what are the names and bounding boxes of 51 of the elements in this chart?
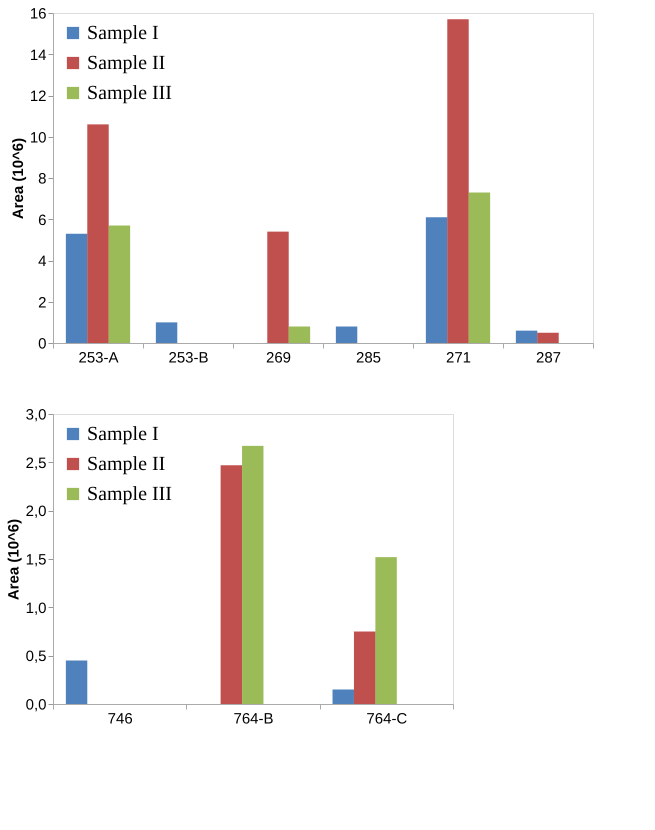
bar xyxy=(87,124,109,343)
x-tick-label: 746 xyxy=(108,710,133,728)
y-tick-label: 0,0 xyxy=(26,696,46,714)
y-tick-label: 8 xyxy=(38,170,46,188)
x-tick-label: 253-B xyxy=(168,350,209,366)
y-tick-label: 4 xyxy=(38,253,46,270)
bar xyxy=(242,446,264,704)
y-tick-label: 10 xyxy=(30,129,46,146)
x-tick-label: 269 xyxy=(266,350,292,366)
y-tick-label: 2,0 xyxy=(26,503,46,520)
bar xyxy=(375,557,397,704)
y-axis-title: Area (10^6) xyxy=(6,518,23,600)
bar xyxy=(108,225,130,343)
bar xyxy=(66,234,88,343)
x-tick-label: 764-B xyxy=(233,710,274,728)
bar xyxy=(220,465,242,704)
y-tick-label: 2 xyxy=(38,294,46,312)
legend-label: Sample I xyxy=(87,423,159,445)
x-tick-label: 287 xyxy=(536,350,562,366)
bar xyxy=(267,232,289,343)
y-tick-label: 6 xyxy=(38,212,46,229)
bar xyxy=(66,660,88,704)
bar xyxy=(516,330,538,343)
x-tick-label: 764-C xyxy=(366,710,408,728)
y-tick-label: 3,0 xyxy=(26,406,46,424)
bar xyxy=(537,332,559,343)
y-tick-label: 1,5 xyxy=(26,552,46,568)
x-tick-label: 271 xyxy=(446,350,472,366)
y-tick-label: 2,5 xyxy=(26,454,46,472)
y-tick-label: 14 xyxy=(30,46,46,64)
bar xyxy=(426,217,448,343)
x-tick-label: 285 xyxy=(356,350,382,366)
y-tick-label: 12 xyxy=(30,88,46,105)
bar xyxy=(468,192,490,343)
y-tick-label: 16 xyxy=(30,6,46,22)
bar xyxy=(354,632,376,704)
y-tick-label: 1,0 xyxy=(26,600,46,617)
bar xyxy=(447,19,469,343)
y-tick-label: 0 xyxy=(38,336,46,352)
legend-label: Sample II xyxy=(87,52,166,74)
bar xyxy=(332,690,354,704)
bar xyxy=(336,326,358,343)
legend-label: Sample III xyxy=(87,82,172,104)
legend-label: Sample I xyxy=(87,22,159,44)
bar xyxy=(288,326,310,343)
y-tick-label: 0,5 xyxy=(26,648,46,666)
legend-label: Sample II xyxy=(87,453,166,475)
legend-label: Sample III xyxy=(87,483,172,505)
bar xyxy=(156,322,178,343)
x-tick-label: 253-A xyxy=(78,350,119,366)
y-axis-title: Area (10^6) xyxy=(10,138,27,220)
